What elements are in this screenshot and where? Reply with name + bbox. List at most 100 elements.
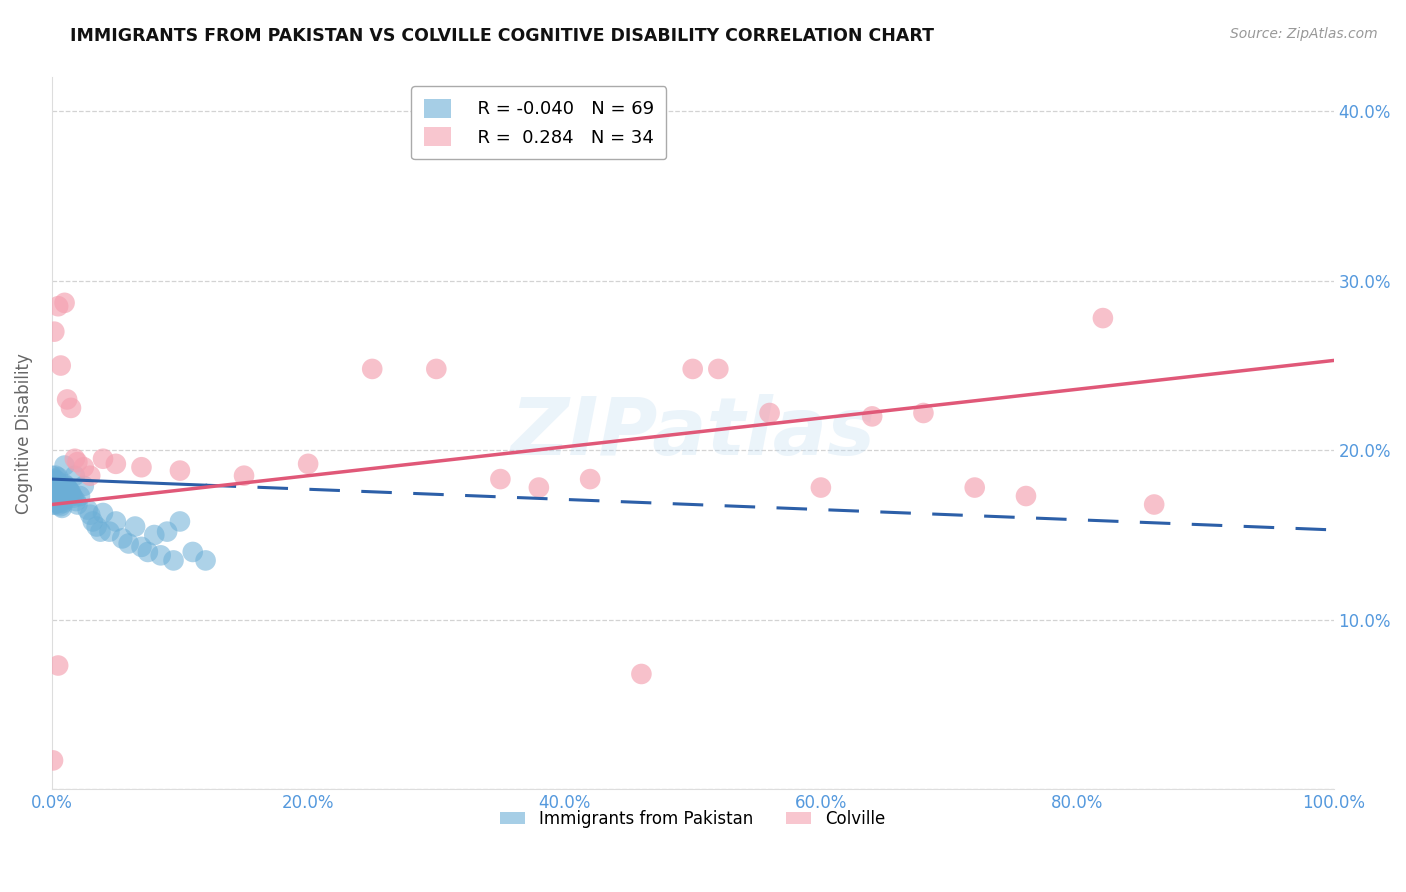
Point bbox=[73, 460, 96, 475]
Point bbox=[149, 549, 172, 563]
Point bbox=[62, 491, 84, 505]
Point bbox=[1143, 498, 1166, 512]
Text: ZIPatlas: ZIPatlas bbox=[510, 394, 875, 473]
Point bbox=[527, 481, 550, 495]
Point bbox=[181, 545, 204, 559]
Point bbox=[79, 468, 101, 483]
Point bbox=[361, 362, 384, 376]
Point bbox=[63, 451, 86, 466]
Point bbox=[169, 464, 191, 478]
Point bbox=[233, 468, 256, 483]
Point bbox=[44, 325, 66, 339]
Point bbox=[45, 485, 67, 500]
Point bbox=[48, 498, 70, 512]
Point bbox=[42, 491, 65, 505]
Point bbox=[912, 406, 935, 420]
Point bbox=[42, 474, 65, 488]
Point bbox=[55, 479, 77, 493]
Point bbox=[73, 479, 96, 493]
Point bbox=[89, 524, 111, 539]
Point bbox=[59, 401, 82, 415]
Point bbox=[52, 496, 75, 510]
Point bbox=[810, 481, 832, 495]
Point bbox=[44, 481, 66, 495]
Point bbox=[51, 494, 73, 508]
Point bbox=[56, 487, 79, 501]
Point bbox=[63, 468, 86, 483]
Point bbox=[46, 470, 69, 484]
Point bbox=[44, 489, 66, 503]
Point bbox=[44, 498, 66, 512]
Point bbox=[98, 524, 121, 539]
Point bbox=[86, 519, 108, 533]
Point bbox=[59, 485, 82, 500]
Point bbox=[53, 477, 76, 491]
Point bbox=[48, 483, 70, 498]
Point bbox=[42, 498, 65, 512]
Point bbox=[56, 481, 79, 495]
Point bbox=[630, 667, 652, 681]
Point bbox=[579, 472, 602, 486]
Point bbox=[52, 489, 75, 503]
Point bbox=[59, 483, 82, 498]
Point bbox=[131, 460, 153, 475]
Point bbox=[76, 502, 98, 516]
Point bbox=[49, 359, 72, 373]
Point bbox=[41, 468, 63, 483]
Point bbox=[46, 487, 69, 501]
Point bbox=[45, 468, 67, 483]
Point bbox=[131, 540, 153, 554]
Point bbox=[58, 482, 80, 496]
Point bbox=[82, 515, 104, 529]
Point bbox=[46, 658, 69, 673]
Point bbox=[963, 481, 986, 495]
Point bbox=[124, 519, 146, 533]
Point bbox=[46, 496, 69, 510]
Point bbox=[169, 515, 191, 529]
Legend: Immigrants from Pakistan, Colville: Immigrants from Pakistan, Colville bbox=[494, 803, 891, 834]
Point bbox=[156, 524, 179, 539]
Point bbox=[1091, 311, 1114, 326]
Point bbox=[49, 499, 72, 513]
Point bbox=[79, 508, 101, 522]
Point bbox=[758, 406, 780, 420]
Point bbox=[707, 362, 730, 376]
Point bbox=[46, 479, 69, 493]
Point bbox=[45, 474, 67, 488]
Point bbox=[45, 494, 67, 508]
Point bbox=[45, 482, 67, 496]
Point bbox=[194, 553, 217, 567]
Point bbox=[45, 477, 67, 491]
Point bbox=[42, 481, 65, 495]
Point bbox=[51, 487, 73, 501]
Point bbox=[118, 536, 141, 550]
Point bbox=[104, 457, 127, 471]
Point bbox=[53, 296, 76, 310]
Point bbox=[53, 491, 76, 505]
Point bbox=[162, 553, 184, 567]
Point bbox=[60, 489, 83, 503]
Point bbox=[42, 753, 65, 767]
Point bbox=[66, 455, 89, 469]
Point bbox=[44, 472, 66, 486]
Point bbox=[55, 485, 77, 500]
Point bbox=[42, 485, 65, 500]
Point bbox=[1015, 489, 1038, 503]
Point bbox=[49, 485, 72, 500]
Point bbox=[66, 498, 89, 512]
Point bbox=[489, 472, 512, 486]
Text: IMMIGRANTS FROM PAKISTAN VS COLVILLE COGNITIVE DISABILITY CORRELATION CHART: IMMIGRANTS FROM PAKISTAN VS COLVILLE COG… bbox=[70, 27, 935, 45]
Point bbox=[51, 500, 73, 515]
Point bbox=[104, 515, 127, 529]
Text: Source: ZipAtlas.com: Source: ZipAtlas.com bbox=[1230, 27, 1378, 41]
Point bbox=[111, 532, 134, 546]
Point bbox=[65, 494, 87, 508]
Point bbox=[48, 491, 70, 505]
Y-axis label: Cognitive Disability: Cognitive Disability bbox=[15, 353, 32, 514]
Point bbox=[53, 458, 76, 473]
Point bbox=[91, 506, 114, 520]
Point bbox=[297, 457, 319, 471]
Point bbox=[860, 409, 883, 424]
Point bbox=[136, 545, 159, 559]
Point bbox=[91, 451, 114, 466]
